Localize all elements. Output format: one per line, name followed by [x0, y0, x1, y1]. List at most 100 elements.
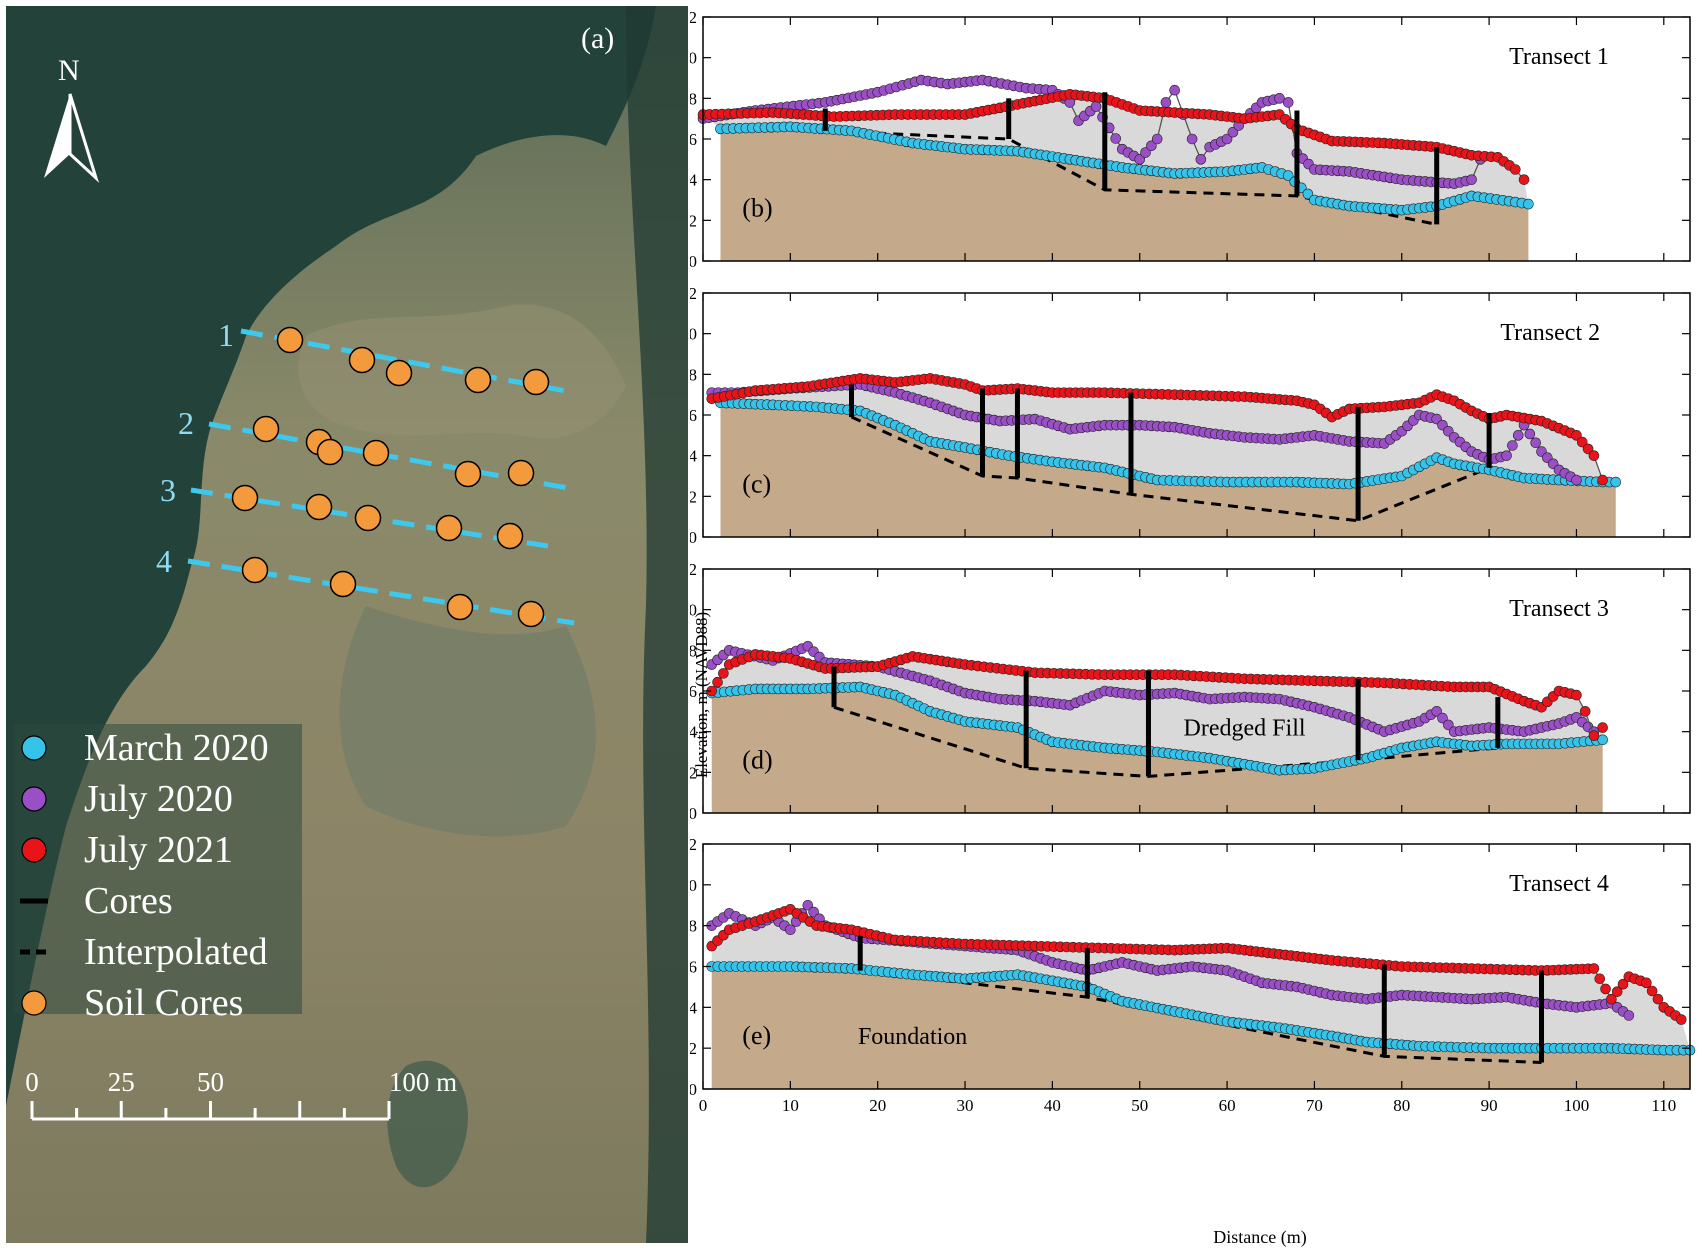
y-tick-label-0: 0.0 [690, 1080, 697, 1099]
scale-bar: 0 25 50 100 m [25, 1067, 457, 1121]
july-2021-series-point-1 [712, 676, 723, 688]
july-2021-series-point-148 [1582, 443, 1594, 455]
march-2020-series [706, 961, 1696, 1056]
x-tick-label-11: 110 [1651, 1096, 1676, 1115]
march-2020-series [706, 681, 1608, 776]
legend-symbol-0 [21, 735, 47, 761]
soil-core-t1-2 [348, 346, 376, 374]
soil-core-t2-1 [252, 415, 280, 443]
july-2020-series-point-157 [1623, 1010, 1635, 1021]
north-arrow-icon-outline [68, 93, 100, 183]
legend-symbol-2 [21, 837, 47, 863]
y-tick-label-5: 1.0 [690, 325, 697, 344]
y-tick-label-0: 0.0 [690, 252, 697, 271]
x-tick-label-6: 60 [1219, 1096, 1236, 1115]
july-2021-series-point-137 [1518, 174, 1530, 185]
july-2021-series-point-136 [1510, 164, 1521, 175]
july-2021-series-point-146 [1606, 993, 1617, 1005]
foundation-fill [720, 402, 1616, 537]
july-2020-series-point-137 [1512, 430, 1524, 441]
y-tick-label-5: 1.0 [690, 876, 697, 895]
july-2020-series-point-135 [1501, 450, 1512, 461]
transect-lines: 1 23 4 [156, 317, 575, 628]
y-tick-label-5: 1.0 [690, 49, 697, 68]
july-2020-series-point-67 [1110, 133, 1122, 144]
july-2021-series-point-147 [1611, 986, 1623, 997]
july-2020-series-point-79 [1195, 154, 1207, 165]
x-tick-label-4: 40 [1044, 1096, 1061, 1115]
x-tick-label-10: 100 [1564, 1096, 1590, 1115]
march-2020-series-point-149 [1610, 476, 1622, 488]
y-tick-label-6: 1.2 [690, 560, 697, 579]
july-2021-series-point-144 [1597, 722, 1608, 733]
chart-annotation-0: Transect 2 [1500, 320, 1600, 346]
panel-label: (d) [742, 745, 772, 774]
y-tick-label-3: 0.6 [690, 130, 697, 149]
y-tick-label-6: 1.2 [690, 835, 697, 854]
interpolated-line [850, 415, 1490, 523]
chart-annotation-0: Transect 1 [1509, 44, 1609, 70]
foundation-fill [711, 686, 1603, 813]
july-2021-series-point-150 [1597, 474, 1608, 486]
july-2021-series-point-2 [718, 668, 729, 679]
soil-core-t1-1 [276, 326, 304, 354]
march-2020-series-point-135 [1523, 198, 1534, 210]
transect-number-3: 3 [160, 472, 176, 508]
legend-background [14, 724, 302, 1014]
legend-label-3: Cores [84, 880, 173, 922]
july-2020-series-point-73 [1146, 140, 1157, 152]
soil-core-t4-2 [329, 570, 357, 598]
panel-label: (e) [742, 1021, 771, 1050]
soil-core-t3-1 [231, 484, 259, 512]
july-2020-series-point-17 [808, 906, 819, 918]
y-tick-label-3: 0.6 [690, 682, 697, 701]
july-2021-series-point-146 [1571, 430, 1582, 441]
y-tick-label-2: 0.4 [690, 998, 698, 1017]
soil-core-t3-5 [496, 522, 524, 550]
x-tick-label-5: 50 [1131, 1096, 1148, 1115]
legend-symbol-5 [21, 990, 47, 1016]
x-tick-label-1: 10 [782, 1096, 799, 1115]
chart-transect-3: 0.0 0.2 0.4 0.6 0.8 1.0 1.2 (d) Transect 3 Dredge… [690, 560, 1691, 823]
july-2020-series-point-78 [1186, 133, 1198, 145]
july-2020-series-point-75 [1160, 97, 1172, 108]
y-tick-label-4: 0.8 [690, 365, 697, 384]
north-label: N [58, 54, 80, 87]
soil-core-t4-3 [446, 593, 474, 621]
y-tick-label-5: 1.0 [690, 601, 697, 620]
map-legend: March 2020 July 2020 July 2021 Cores Interpo… [14, 724, 302, 1024]
march-2020-series-point-152 [1597, 734, 1608, 746]
soil-core-t2-3 [316, 438, 344, 466]
july-2020-series-point-16 [802, 899, 814, 911]
soil-core-t2-4 [362, 439, 390, 467]
legend-label-2: July 2021 [84, 829, 233, 871]
july-2021-series-point-141 [1571, 689, 1582, 701]
soil-core-t2-5 [454, 460, 482, 488]
july-2020-series-point-13 [785, 924, 796, 936]
transect-number-4: 4 [156, 543, 172, 579]
north-arrow: N [44, 54, 100, 183]
march-2020-series-point-98 [1302, 188, 1314, 200]
scale-label-2: 50 [197, 1067, 224, 1097]
july-2020-series-point-83 [1221, 133, 1233, 145]
soil-core-t4-1 [241, 556, 269, 584]
y-tick-label-2: 0.4 [690, 171, 698, 190]
scale-label-3: 100 m [389, 1067, 457, 1097]
july-2020-series-point-92 [1274, 93, 1285, 104]
foundation-fill [711, 966, 1690, 1089]
y-tick-label-4: 0.8 [690, 89, 697, 108]
y-tick-label-2: 0.4 [690, 447, 698, 466]
north-arrow-icon [44, 94, 70, 178]
soil-core-t1-4 [464, 366, 492, 394]
scale-label-1: 25 [108, 1067, 135, 1097]
y-tick-label-4: 0.8 [690, 917, 697, 936]
march-2020-series [715, 121, 1534, 216]
dredged-fill [703, 94, 1529, 211]
y-tick-label-4: 0.8 [690, 641, 697, 660]
x-axis-label: Distance (m) [1213, 1227, 1306, 1248]
y-tick-label-6: 1.2 [690, 284, 697, 303]
chart-annotation-1: Dredged Fill [1184, 716, 1306, 742]
y-tick-label-1: 0.2 [690, 1039, 697, 1058]
transect-number-1: 1 [218, 317, 234, 353]
july-2020-series-point-126 [1443, 719, 1454, 731]
